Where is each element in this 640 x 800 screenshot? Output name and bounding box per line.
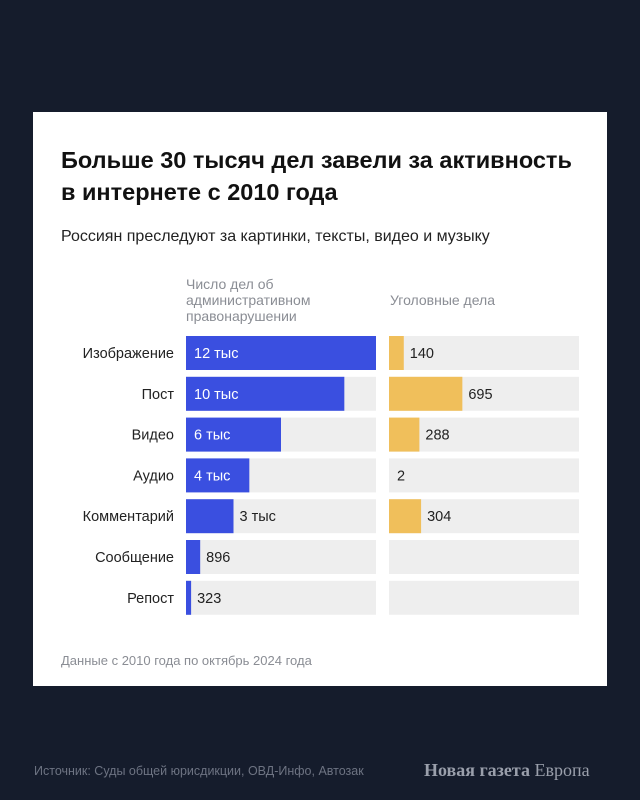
brand-name: Новая газета	[424, 760, 530, 780]
criminal-track	[389, 540, 579, 574]
admin-bar	[186, 336, 376, 370]
criminal-track	[389, 417, 579, 452]
criminal-bar	[389, 376, 463, 411]
admin-bar	[186, 499, 234, 534]
criminal-value-label: 695	[468, 387, 492, 403]
admin-value-label: 6 тыс	[194, 428, 230, 444]
bar-chart: Изображение 12 тыс 140 Пост 10 тыс 695 Видео 6 …	[83, 336, 579, 615]
admin-value-label: 12 тыс	[194, 346, 238, 362]
admin-bar	[186, 417, 281, 452]
admin-value-label: 323	[197, 591, 221, 607]
admin-bar	[186, 376, 345, 411]
criminal-track	[389, 580, 579, 615]
criminal-bar	[389, 417, 420, 452]
admin-value-label: 10 тыс	[194, 387, 238, 403]
category-label: Репост	[127, 591, 174, 607]
admin-bar	[186, 540, 201, 574]
admin-track	[186, 540, 376, 574]
criminal-track	[389, 336, 579, 370]
category-label: Сообщение	[95, 550, 174, 566]
criminal-bar	[389, 499, 422, 534]
admin-column-header: Число дел об административном правонаруш…	[186, 276, 311, 324]
category-label: Изображение	[83, 346, 174, 362]
criminal-track	[389, 458, 579, 493]
admin-track	[186, 580, 376, 615]
brand-logo: Новая газета Европа	[424, 760, 590, 781]
criminal-value-label: 140	[410, 346, 434, 362]
criminal-bar	[389, 336, 404, 370]
category-label: Видео	[132, 428, 174, 444]
criminal-value-label: 304	[427, 509, 451, 525]
category-label: Комментарий	[83, 509, 174, 525]
admin-bar	[186, 580, 192, 615]
category-label: Аудио	[133, 468, 174, 484]
source-text: Источник: Суды общей юрисдикции, ОВД-Инф…	[34, 764, 364, 778]
admin-value-label: 3 тыс	[240, 509, 276, 525]
category-label: Пост	[142, 387, 175, 403]
chart-title: Больше 30 тысяч дел завели за активность…	[61, 147, 572, 205]
admin-value-label: 4 тыс	[194, 468, 230, 484]
chart-subtitle: Россиян преследуют за картинки, тексты, …	[61, 228, 490, 245]
admin-value-label: 896	[206, 550, 230, 566]
admin-bar	[186, 458, 250, 493]
brand-edition: Европа	[534, 760, 590, 780]
data-note: Данные с 2010 года по октябрь 2024 года	[61, 653, 312, 668]
criminal-column-header: Уголовные дела	[390, 292, 496, 308]
criminal-value-label: 2	[397, 468, 405, 484]
chart-card: Больше 30 тысяч дел завели за активность…	[33, 112, 607, 686]
criminal-value-label: 288	[425, 428, 449, 444]
